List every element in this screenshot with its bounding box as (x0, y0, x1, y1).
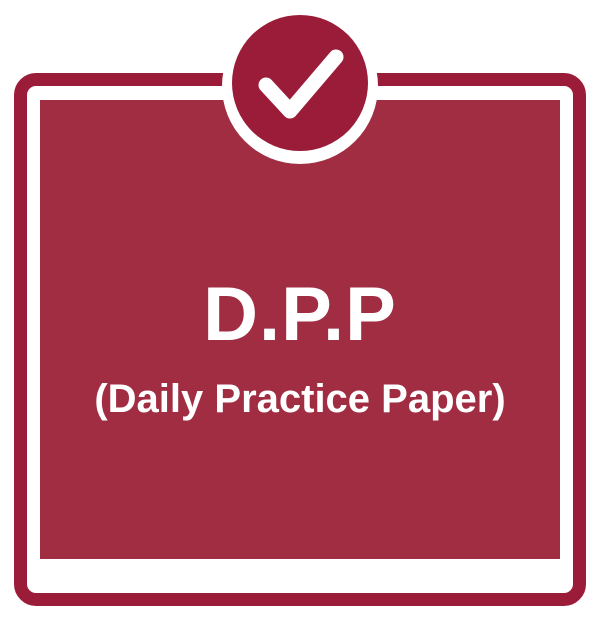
checkmark-icon (258, 49, 344, 119)
card-title: D.P.P (203, 271, 397, 357)
card-panel: D.P.P (Daily Practice Paper) (40, 100, 560, 559)
check-badge (232, 15, 368, 151)
card-subtitle: (Daily Practice Paper) (94, 376, 506, 421)
